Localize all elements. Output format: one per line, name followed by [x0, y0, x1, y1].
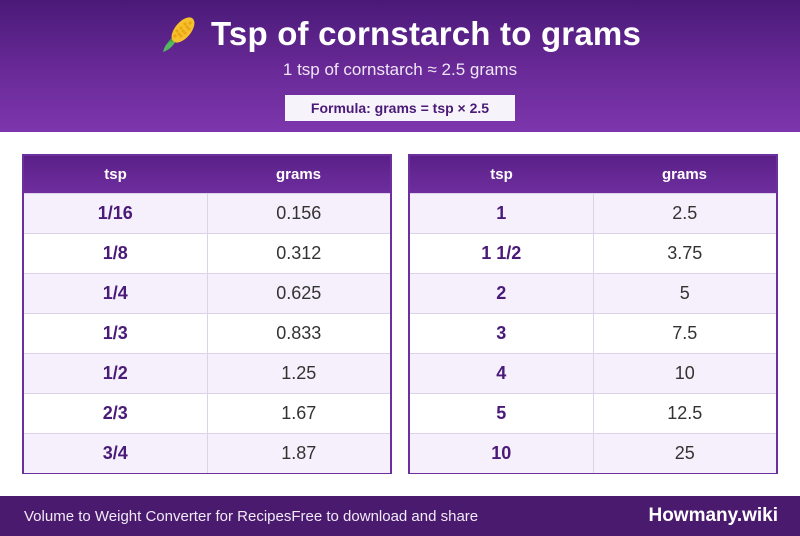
tsp-cell: 1 1/2 [410, 234, 594, 273]
table-row: 1/4 0.625 [24, 273, 390, 313]
grams-cell: 12.5 [667, 403, 703, 423]
table-row: 3/4 1.87 [24, 433, 390, 473]
grams-cell: 1.67 [281, 403, 317, 423]
grams-cell: 1.87 [281, 443, 317, 463]
grams-cell: 0.625 [276, 283, 322, 303]
tsp-cell: 1/8 [24, 234, 208, 273]
grams-cell: 2.5 [672, 203, 698, 223]
table-row: 4 10 [410, 353, 776, 393]
table-header: tsp grams [410, 156, 776, 193]
footer-bar: Volume to Weight Converter for Recipes F… [0, 496, 800, 536]
column-header-grams: grams [661, 166, 708, 183]
tsp-cell: 5 [410, 394, 594, 433]
table-row: 1/3 0.833 [24, 313, 390, 353]
page-title: Tsp of cornstarch to grams [0, 12, 800, 56]
grams-cell: 0.833 [276, 323, 322, 343]
footer-note: Free to download and share [291, 507, 479, 525]
table-row: 3 7.5 [410, 313, 776, 353]
corn-icon [163, 17, 195, 52]
subtitle: 1 tsp of cornstarch ≈ 2.5 grams [282, 60, 518, 79]
grams-cell: 0.156 [276, 203, 322, 223]
formula-badge: Formula: grams = tsp × 2.5 [285, 95, 515, 121]
column-header-tsp: tsp [104, 166, 127, 183]
table-row: 1/16 0.156 [24, 193, 390, 233]
tsp-cell: 2 [410, 274, 594, 313]
grams-cell: 10 [674, 363, 695, 383]
title-text: Tsp of cornstarch to grams [211, 15, 641, 52]
tsp-cell: 1/2 [24, 354, 208, 393]
tsp-cell: 2/3 [24, 394, 208, 433]
table-row: 5 12.5 [410, 393, 776, 433]
tsp-cell: 1/3 [24, 314, 208, 353]
tsp-cell: 1/4 [24, 274, 208, 313]
tsp-cell: 1 [410, 194, 594, 233]
tsp-cell: 3/4 [24, 434, 208, 473]
header-banner: Tsp of cornstarch to grams 1 tsp of corn… [0, 0, 800, 132]
table-row: 1/2 1.25 [24, 353, 390, 393]
column-header-grams: grams [275, 166, 322, 183]
column-header-tsp: tsp [490, 166, 513, 183]
table-row: 2/3 1.67 [24, 393, 390, 433]
table-row: 1/8 0.312 [24, 233, 390, 273]
tsp-cell: 4 [410, 354, 594, 393]
tsp-cell: 1/16 [24, 194, 208, 233]
grams-cell: 7.5 [672, 323, 698, 343]
conversion-table-small: tsp grams 1/16 0.156 1/8 0.312 1/4 0.625 1/… [22, 154, 392, 474]
table-row: 1 2.5 [410, 193, 776, 233]
table-row: 10 25 [410, 433, 776, 473]
table-row: 1 1/2 3.75 [410, 233, 776, 273]
grams-cell: 0.312 [276, 243, 322, 263]
tsp-cell: 3 [410, 314, 594, 353]
grams-cell: 5 [679, 283, 690, 303]
tsp-cell: 10 [410, 434, 594, 473]
grams-cell: 1.25 [281, 363, 317, 383]
brand-name: Howmany.wiki [648, 505, 778, 526]
footer-tagline: Volume to Weight Converter for Recipes [24, 507, 292, 525]
table-header: tsp grams [24, 156, 390, 193]
grams-cell: 3.75 [667, 243, 703, 263]
grams-cell: 25 [674, 443, 695, 463]
